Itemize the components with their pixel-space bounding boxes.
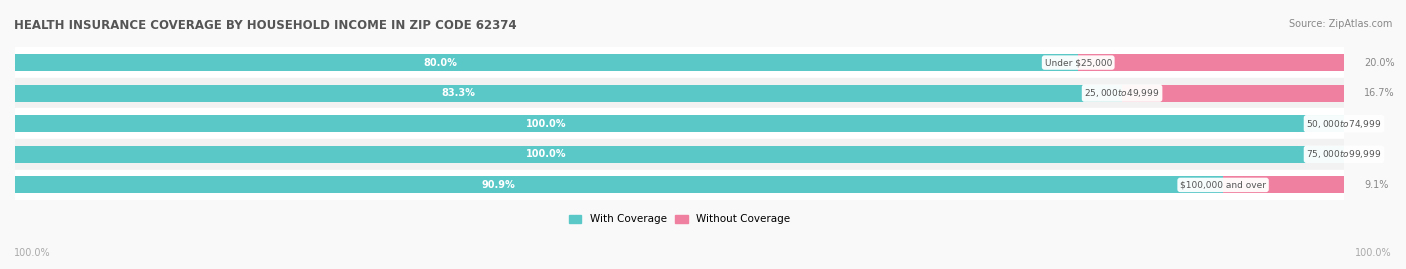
Bar xyxy=(15,108,1344,139)
Text: 90.9%: 90.9% xyxy=(481,180,515,190)
Bar xyxy=(15,146,1344,163)
Text: HEALTH INSURANCE COVERAGE BY HOUSEHOLD INCOME IN ZIP CODE 62374: HEALTH INSURANCE COVERAGE BY HOUSEHOLD I… xyxy=(14,19,516,32)
Text: $100,000 and over: $100,000 and over xyxy=(1180,180,1265,189)
Bar xyxy=(15,139,1344,170)
Text: 83.3%: 83.3% xyxy=(441,88,475,98)
Legend: With Coverage, Without Coverage: With Coverage, Without Coverage xyxy=(565,210,794,229)
Bar xyxy=(1078,54,1344,71)
Bar xyxy=(15,176,1223,193)
Bar xyxy=(15,85,1122,102)
Text: 16.7%: 16.7% xyxy=(1364,88,1395,98)
Text: $25,000 to $49,999: $25,000 to $49,999 xyxy=(1084,87,1160,99)
Text: 100.0%: 100.0% xyxy=(14,248,51,258)
Text: Source: ZipAtlas.com: Source: ZipAtlas.com xyxy=(1288,19,1392,29)
Text: $75,000 to $99,999: $75,000 to $99,999 xyxy=(1306,148,1382,160)
Text: 100.0%: 100.0% xyxy=(1355,248,1392,258)
Bar xyxy=(15,170,1344,200)
Bar xyxy=(1122,85,1344,102)
Bar xyxy=(15,54,1078,71)
Text: 80.0%: 80.0% xyxy=(423,58,457,68)
Bar xyxy=(15,78,1344,108)
Bar xyxy=(15,115,1344,132)
Bar xyxy=(1223,176,1344,193)
Text: 9.1%: 9.1% xyxy=(1364,180,1388,190)
Text: $50,000 to $74,999: $50,000 to $74,999 xyxy=(1306,118,1382,130)
Text: 100.0%: 100.0% xyxy=(526,149,567,159)
Text: 100.0%: 100.0% xyxy=(526,119,567,129)
Text: 20.0%: 20.0% xyxy=(1364,58,1395,68)
Bar xyxy=(15,47,1344,78)
Text: Under $25,000: Under $25,000 xyxy=(1045,58,1112,67)
